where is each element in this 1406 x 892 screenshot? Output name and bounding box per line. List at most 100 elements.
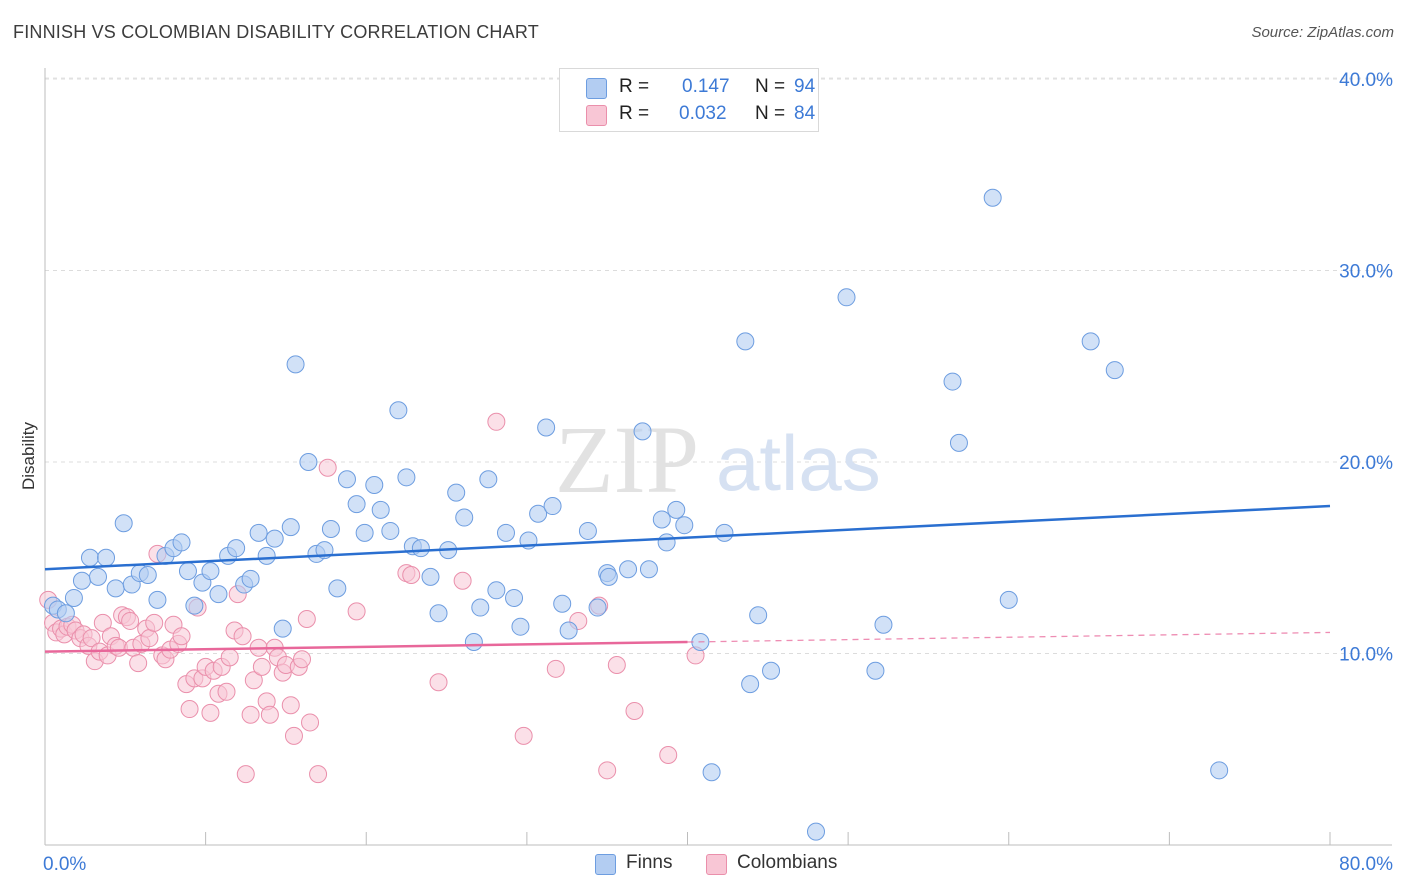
finns-point [89,567,108,586]
finns-point [447,483,466,502]
y-axis-label: Disability [19,421,38,490]
finns-point [639,560,658,579]
finns-point [619,560,638,579]
finns-point [479,470,498,489]
colombians-point [180,700,199,719]
finns-point [381,521,400,540]
finns-point [543,497,562,516]
finns-point [949,433,968,452]
finns-point [64,588,83,607]
colombians-point [236,765,255,784]
source-label: Source: ZipAtlas.com [1251,24,1394,41]
legend-swatch-colombians [586,105,607,126]
legend-n-value: 84 [794,103,816,124]
finns-point [1105,361,1124,380]
colombians-point [514,726,533,745]
finns-point [559,621,578,640]
finns-point [72,571,91,590]
finns-point [599,567,618,586]
colombians-point [607,655,626,674]
bottom-legend-swatch-colombians [706,854,727,875]
colombians-point [217,682,236,701]
finns-point [866,661,885,680]
watermark: ZIP atlas [555,406,881,513]
finns-point [281,518,300,537]
finns-point [762,661,781,680]
finns-point [421,567,440,586]
finns-point [201,562,220,581]
finns-point [983,188,1002,207]
finns-point [588,598,607,617]
finns-point [172,533,191,552]
colombians-point [598,761,617,780]
finns-point [249,523,268,542]
watermark-zip: ZIP [555,406,699,513]
finns-point [106,579,125,598]
finns-point [148,590,167,609]
colombians-point [659,745,678,764]
finns-point [505,588,524,607]
finns-point [736,332,755,351]
y-tick-label: 10.0% [1339,645,1393,666]
finns-point [389,401,408,420]
finns-point [97,548,116,567]
finns-point [227,539,246,558]
finns-point [652,510,671,529]
colombians-point [145,613,164,632]
finns-point [487,581,506,600]
watermark-atlas: atlas [716,419,881,507]
finns-point [537,418,556,437]
legend-n-label: N = [755,76,786,97]
x-tick-label-min: 0.0% [43,854,86,875]
finns-point [657,533,676,552]
finns-point [837,288,856,307]
legend-n-label: N = [755,103,786,124]
finns-point [702,763,721,782]
colombians-point [297,610,316,629]
colombians-point [93,613,112,632]
bottom-legend-swatch-finns [595,854,616,875]
colombians-point [252,657,271,676]
finns-point [1081,332,1100,351]
finns-point [741,675,760,694]
finns-point [321,520,340,539]
axes [44,68,1392,846]
bottom-legend-label-finns: Finns [626,852,673,873]
bottom-legend-label-colombians: Colombians [737,852,838,873]
finns-point [114,514,133,533]
finns-point [286,355,305,374]
bottom-legend-colombians: Colombians [706,851,856,877]
colombians-point [220,648,239,667]
finns-point [667,500,686,519]
legend-row-colombians: R = 0.032 N = 84 [586,103,816,127]
finns-point [874,615,893,634]
legend-r-label: R = [619,76,650,97]
colombians-point [121,611,140,630]
colombians-point [281,696,300,715]
finns-point [529,504,548,523]
finns-point [749,606,768,625]
finns-point [397,468,416,487]
finns-point [273,619,292,638]
finns-point [807,822,825,841]
colombians-point [301,713,320,732]
colombians-point [129,654,148,673]
finns-point [257,546,276,565]
tick-labels: 10.0% 20.0% 30.0% 40.0% 0.0% 80.0% [43,70,1393,875]
finns-point [80,548,99,567]
finns-point [241,569,260,588]
colombians-point [241,705,260,724]
colombians-point [293,650,311,669]
legend-swatch-finns [586,78,607,99]
legend: R = 0.147 N = 94 R = 0.032 N = 84 [559,68,819,132]
y-tick-label: 40.0% [1339,70,1393,91]
finns-point [209,585,228,604]
finns-point [138,565,157,584]
colombians-point [284,726,303,745]
finns-point [365,475,384,494]
finns-points [44,188,1229,841]
finns-point [553,594,572,613]
colombians-point [625,701,644,720]
finns-point [578,521,597,540]
y-tick-label: 30.0% [1339,262,1393,283]
